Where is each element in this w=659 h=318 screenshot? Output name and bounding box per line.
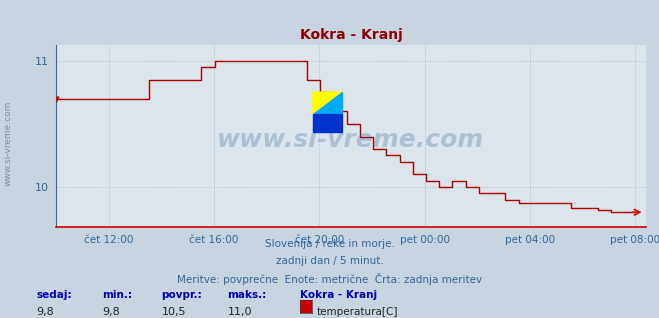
Text: 9,8: 9,8: [36, 307, 54, 317]
Text: 10,5: 10,5: [161, 307, 186, 317]
Text: Slovenija / reke in morje.: Slovenija / reke in morje.: [264, 239, 395, 249]
Text: maks.:: maks.:: [227, 290, 267, 300]
Title: Kokra - Kranj: Kokra - Kranj: [300, 28, 402, 42]
Text: Kokra - Kranj: Kokra - Kranj: [300, 290, 377, 300]
Polygon shape: [312, 92, 342, 114]
Text: povpr.:: povpr.:: [161, 290, 202, 300]
Text: sedaj:: sedaj:: [36, 290, 72, 300]
Text: www.si-vreme.com: www.si-vreme.com: [217, 128, 484, 152]
Bar: [312, 114, 342, 132]
Text: 11,0: 11,0: [227, 307, 252, 317]
Text: 9,8: 9,8: [102, 307, 120, 317]
Text: Meritve: povprečne  Enote: metrične  Črta: zadnja meritev: Meritve: povprečne Enote: metrične Črta:…: [177, 273, 482, 285]
Text: www.si-vreme.com: www.si-vreme.com: [3, 100, 13, 186]
Polygon shape: [312, 92, 342, 114]
Text: zadnji dan / 5 minut.: zadnji dan / 5 minut.: [275, 256, 384, 266]
Text: temperatura[C]: temperatura[C]: [316, 307, 398, 317]
Text: min.:: min.:: [102, 290, 132, 300]
